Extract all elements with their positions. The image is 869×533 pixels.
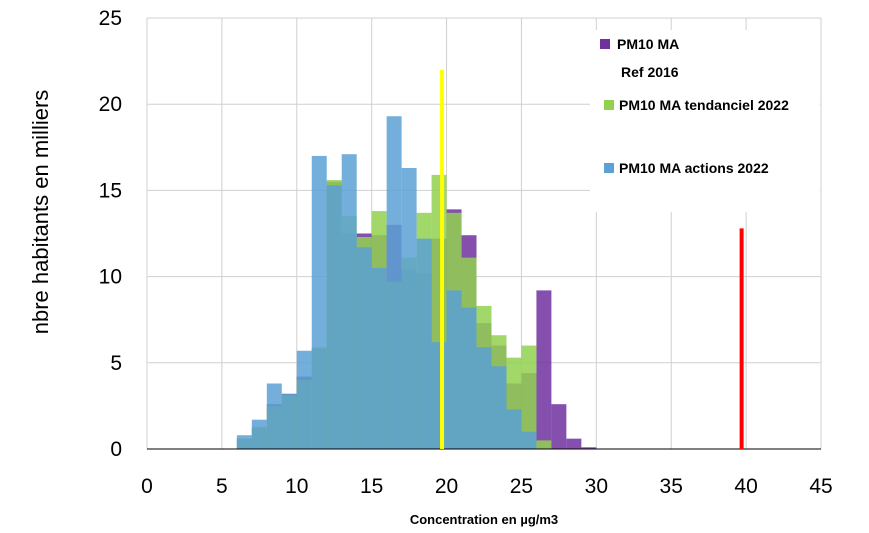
x-axis-label: Concentration en µg/m3 xyxy=(410,512,558,527)
x-tick-label: 15 xyxy=(360,475,383,498)
y-tick-label: 0 xyxy=(110,438,122,461)
x-tick-label: 35 xyxy=(660,475,683,498)
bar-series-3 xyxy=(311,155,327,450)
bar-series-3 xyxy=(491,366,507,449)
bar-series-2 xyxy=(521,345,537,449)
legend: PM10 MA Ref 2016 PM10 MA tendanciel 2022… xyxy=(590,30,820,212)
reference-lines xyxy=(440,69,744,449)
legend-label-3: PM10 MA actions 2022 xyxy=(619,160,769,176)
bar-series-1 xyxy=(581,447,597,449)
legend-swatch-2 xyxy=(604,100,614,110)
axes: 0 5 10 15 20 25 30 35 40 45 0 5 10 15 20 25 xyxy=(99,7,833,498)
x-tick-label: 20 xyxy=(435,475,458,498)
x-tick-label: 10 xyxy=(285,475,308,498)
bar-series-3 xyxy=(266,383,282,449)
y-tick-label: 25 xyxy=(99,7,122,30)
bar-series-1 xyxy=(566,438,582,449)
bar-series-3 xyxy=(356,247,372,449)
bar-series-3 xyxy=(401,167,417,449)
bar-series-3 xyxy=(476,347,492,449)
bar-series-1 xyxy=(551,404,567,449)
x-tick-label: 40 xyxy=(734,475,757,498)
bar-series-1 xyxy=(536,290,552,449)
legend-swatch-3 xyxy=(604,163,614,173)
legend-label-2: PM10 MA tendanciel 2022 xyxy=(619,97,789,113)
bar-series-3 xyxy=(431,342,447,449)
bar-series-2 xyxy=(536,440,552,449)
bar-series-3 xyxy=(251,419,267,449)
bar-series-3 xyxy=(236,435,252,449)
bar-series-3 xyxy=(461,307,477,449)
legend-label-1: PM10 MA xyxy=(617,36,679,52)
bar-series-3 xyxy=(296,350,312,449)
bar-series-3 xyxy=(386,116,402,449)
bar-series-3 xyxy=(446,290,462,449)
y-tick-label: 10 xyxy=(99,266,122,289)
y-tick-label: 15 xyxy=(99,179,122,202)
bar-series-3 xyxy=(326,185,342,449)
y-tick-label: 20 xyxy=(99,93,122,116)
x-tick-label: 25 xyxy=(510,475,533,498)
y-tick-label: 5 xyxy=(110,352,122,375)
bar-series-3 xyxy=(521,431,537,449)
legend-background xyxy=(590,30,820,212)
bar-series-3 xyxy=(506,409,522,449)
y-axis-label: nbre habitants en milliers xyxy=(28,90,53,335)
legend-swatch-1 xyxy=(600,39,610,49)
bar-series-3 xyxy=(281,393,297,449)
x-tick-label: 45 xyxy=(809,475,832,498)
x-tick-label: 0 xyxy=(141,475,153,498)
bar-series-3 xyxy=(416,238,432,449)
bars xyxy=(236,116,597,450)
legend-label-1-line2: Ref 2016 xyxy=(621,64,679,80)
x-tick-label: 5 xyxy=(216,475,228,498)
x-tick-label: 30 xyxy=(585,475,608,498)
bar-series-3 xyxy=(371,267,387,449)
bar-series-3 xyxy=(341,154,357,450)
